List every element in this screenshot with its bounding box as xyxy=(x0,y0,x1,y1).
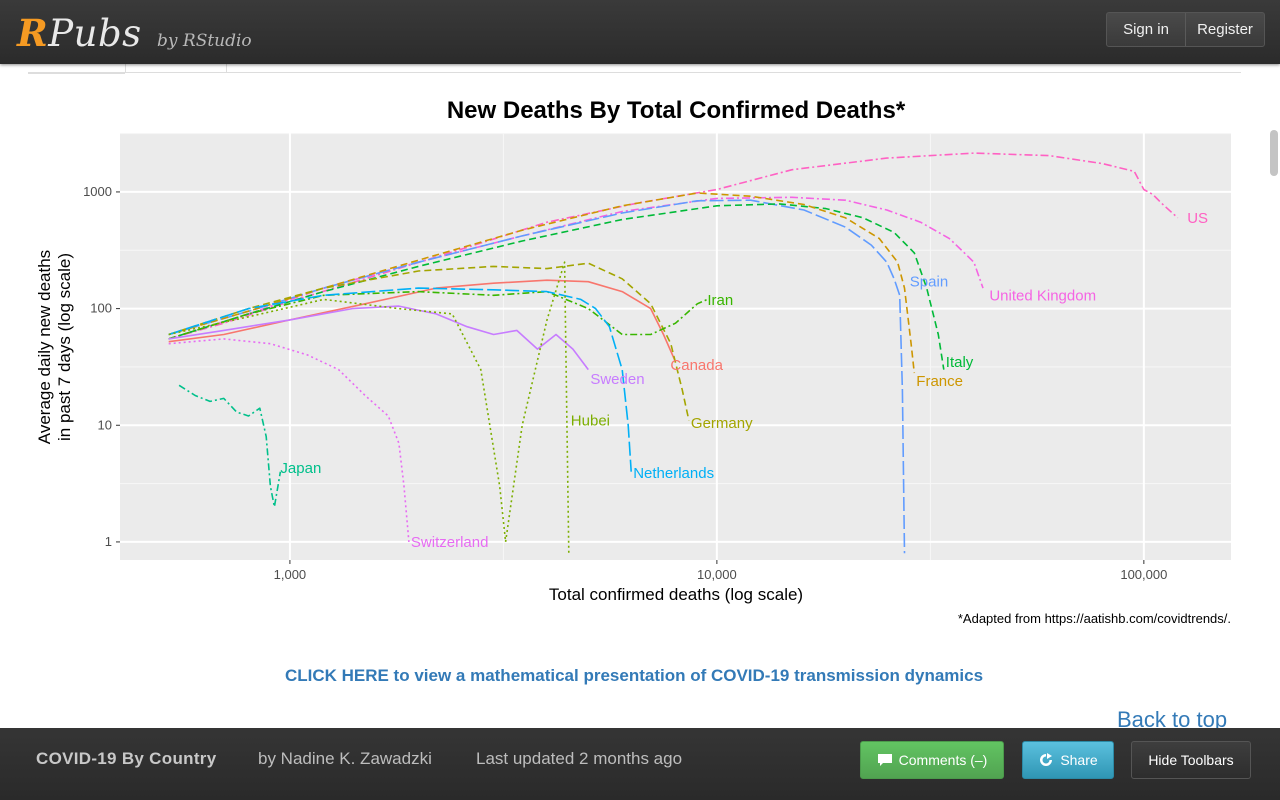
series-label-france: France xyxy=(916,373,963,390)
chart-caption: *Adapted from https://aatishb.com/covidt… xyxy=(958,611,1231,626)
series-line-hubei xyxy=(168,261,570,554)
series-line-japan xyxy=(178,384,282,508)
comments-label: Comments (–) xyxy=(898,752,988,768)
y-tick-label: 1000 xyxy=(83,184,112,199)
series-label-iran: Iran xyxy=(707,292,733,309)
series-line-france xyxy=(168,192,916,374)
back-to-top-link[interactable]: Back to top xyxy=(1117,707,1228,732)
transmission-dynamics-link[interactable]: CLICK HERE to view a mathematical presen… xyxy=(284,666,984,685)
bottom-toolbar: COVID-19 By Country by Nadine K. Zawadzk… xyxy=(0,728,1280,800)
x-axis-label: Total confirmed deaths (log scale) xyxy=(549,585,803,604)
last-updated: Last updated 2 months ago xyxy=(476,749,683,768)
tab-divider xyxy=(28,72,1241,73)
x-tick-label: 1,000 xyxy=(274,567,307,582)
deaths-chart: New Deaths By Total Confirmed Deaths* US… xyxy=(35,97,1231,626)
x-tick-label: 10,000 xyxy=(697,567,737,582)
document-author: by Nadine K. Zawadzki xyxy=(258,749,432,768)
top-toolbar: RPubs by RStudio Sign in Register xyxy=(0,0,1280,64)
series-label-us: US xyxy=(1187,210,1208,227)
auth-divider xyxy=(1185,13,1186,46)
comment-icon xyxy=(877,753,893,767)
series-label-sweden: Sweden xyxy=(590,371,644,388)
series-line-united-kingdom xyxy=(168,196,984,340)
series-line-netherlands xyxy=(168,287,632,472)
share-label: Share xyxy=(1060,752,1098,768)
logo-r: R xyxy=(17,11,49,55)
tab-left-edge xyxy=(28,62,125,74)
tab-active-edge xyxy=(125,62,227,73)
series-label-switzerland: Switzerland xyxy=(411,534,489,551)
series-label-spain: Spain xyxy=(910,274,948,291)
series-line-italy xyxy=(168,203,945,370)
y-tick-label: 1 xyxy=(105,534,112,549)
share-button[interactable]: Share xyxy=(1022,741,1114,779)
series-line-spain xyxy=(168,199,906,554)
series-label-hubei: Hubei xyxy=(571,412,610,429)
comments-button[interactable]: Comments (–) xyxy=(860,741,1004,779)
chart-title: New Deaths By Total Confirmed Deaths* xyxy=(447,97,906,124)
y-tick-label: 10 xyxy=(98,417,112,432)
series-line-germany xyxy=(168,262,690,421)
logo-text: Pubs xyxy=(48,12,142,55)
series-label-netherlands: Netherlands xyxy=(633,465,714,482)
y-axis-label-line2: in past 7 days (log scale) xyxy=(55,253,74,441)
document-title: COVID-19 By Country xyxy=(36,749,217,768)
series-label-germany: Germany xyxy=(691,415,753,432)
rpubs-logo[interactable]: RPubs xyxy=(17,13,142,54)
share-icon xyxy=(1038,752,1054,768)
series-label-japan: Japan xyxy=(280,460,321,477)
plot-panel xyxy=(120,133,1231,560)
x-tick-label: 100,000 xyxy=(1120,567,1167,582)
series-line-sweden xyxy=(168,305,589,371)
series-line-iran xyxy=(168,290,708,340)
y-axis-label-line1: Average daily new deaths xyxy=(35,250,54,444)
series-label-italy: Italy xyxy=(946,354,974,371)
sign-in-button[interactable]: Sign in xyxy=(1123,21,1169,38)
hide-toolbars-button[interactable]: Hide Toolbars xyxy=(1131,741,1251,779)
series-label-canada: Canada xyxy=(670,357,723,374)
auth-buttons: Sign in Register xyxy=(1106,12,1265,47)
y-tick-label: 100 xyxy=(90,301,112,316)
byline: by RStudio xyxy=(157,31,252,51)
series-label-united-kingdom: United Kingdom xyxy=(989,287,1096,304)
scrollbar-thumb[interactable] xyxy=(1270,130,1278,176)
register-button[interactable]: Register xyxy=(1197,21,1253,38)
